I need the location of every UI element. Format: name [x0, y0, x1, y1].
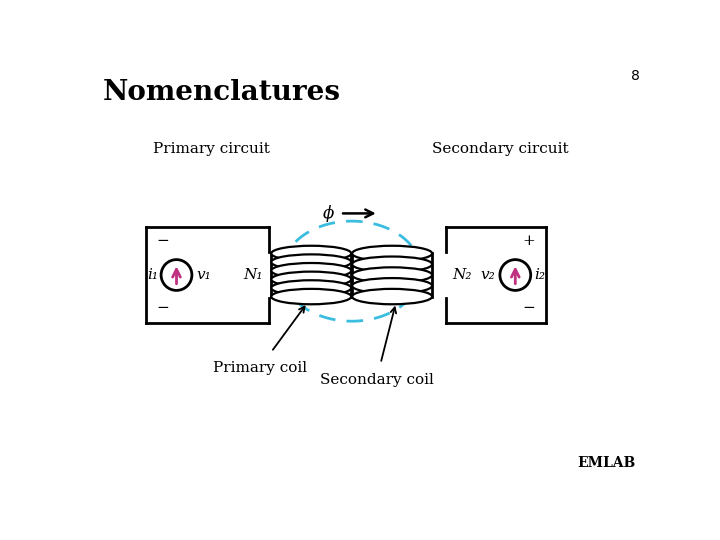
- Text: v₂: v₂: [480, 268, 495, 282]
- Text: ϕ: ϕ: [323, 205, 334, 222]
- Text: Primary coil: Primary coil: [212, 361, 307, 375]
- Text: −: −: [156, 301, 169, 315]
- Text: i₂: i₂: [534, 268, 545, 282]
- Text: Secondary coil: Secondary coil: [320, 373, 433, 387]
- Text: −: −: [156, 234, 169, 248]
- Ellipse shape: [271, 254, 351, 270]
- Ellipse shape: [271, 280, 351, 295]
- Text: i₁: i₁: [147, 268, 158, 282]
- Ellipse shape: [352, 267, 432, 283]
- Ellipse shape: [271, 272, 351, 287]
- Text: Primary circuit: Primary circuit: [153, 143, 269, 157]
- Text: 8: 8: [631, 69, 640, 83]
- Ellipse shape: [271, 246, 351, 261]
- Text: −: −: [523, 301, 536, 315]
- Ellipse shape: [352, 289, 432, 304]
- Text: Nomenclatures: Nomenclatures: [102, 79, 341, 106]
- Ellipse shape: [352, 278, 432, 294]
- Ellipse shape: [352, 256, 432, 272]
- Ellipse shape: [352, 246, 432, 261]
- Text: EMLAB: EMLAB: [577, 456, 636, 470]
- Text: N₁: N₁: [243, 268, 263, 282]
- Ellipse shape: [271, 289, 351, 304]
- Ellipse shape: [271, 263, 351, 279]
- Text: +: +: [523, 234, 536, 248]
- Text: v₁: v₁: [197, 268, 211, 282]
- Text: Secondary circuit: Secondary circuit: [431, 143, 568, 157]
- Text: N₂: N₂: [452, 268, 472, 282]
